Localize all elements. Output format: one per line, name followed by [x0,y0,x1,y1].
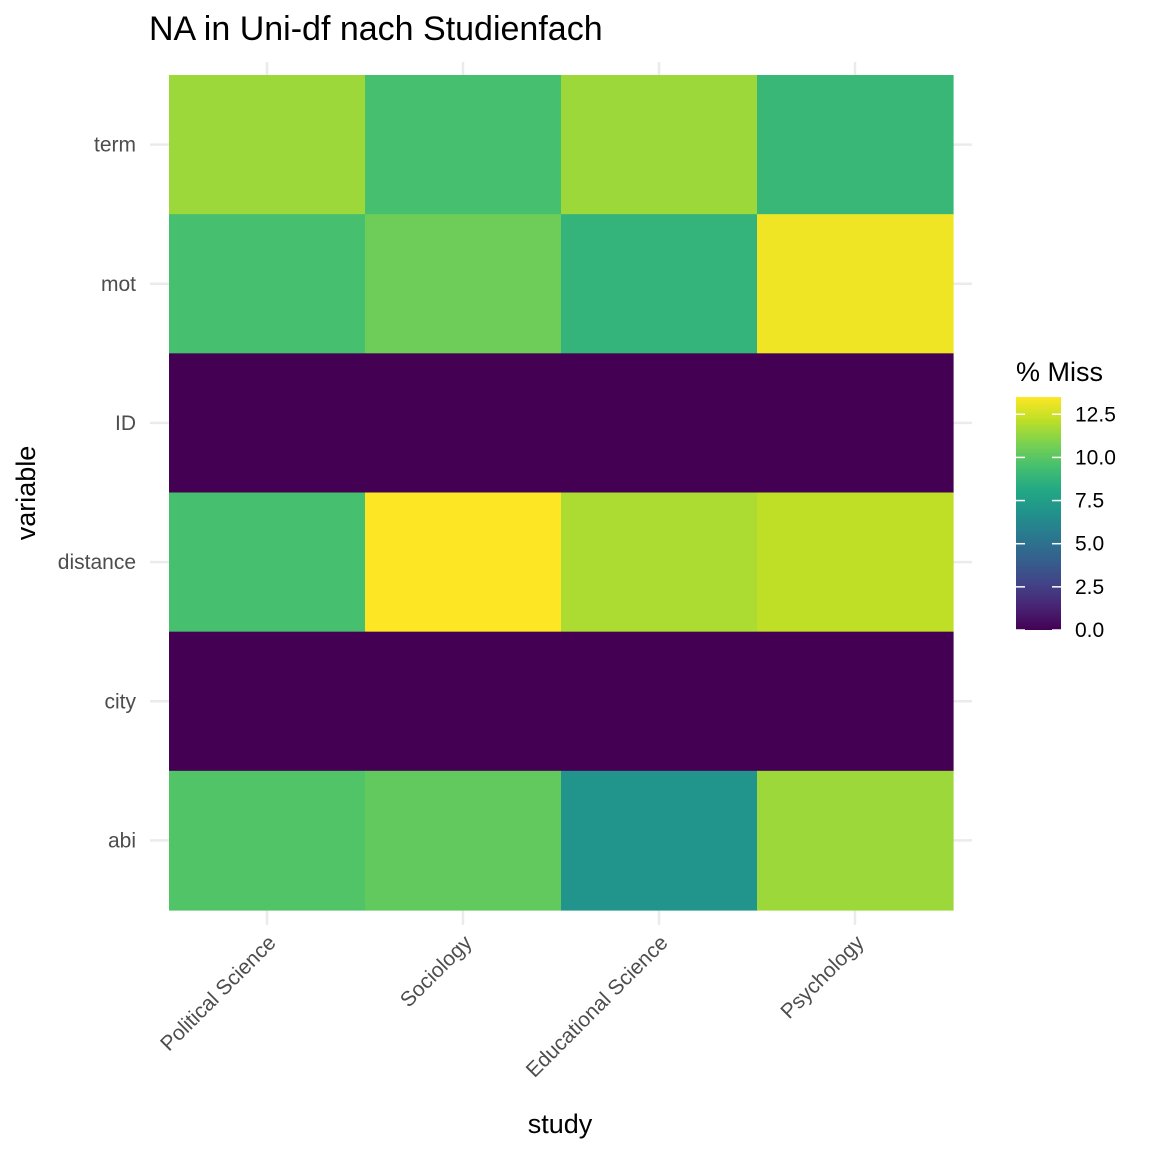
heatmap-cell [169,353,366,494]
heatmap-cell [757,353,954,494]
heatmap-cell [757,214,954,354]
heatmap-cell [561,75,758,215]
legend-tick-label: 5.0 [1075,533,1104,556]
heatmap-cell [365,492,562,633]
heatmap-cell [365,353,562,494]
legend-title: % Miss [1016,357,1103,387]
heatmap-cell [169,770,366,911]
y-axis-title: variable [11,446,41,541]
x-tick-label: Psychology [776,931,869,1024]
y-tick-label: mot [101,273,136,296]
heatmap-cell [757,631,954,772]
heatmap-cell [757,492,954,633]
chart-title: NA in Uni-df nach Studienfach [149,10,603,48]
y-axis-ticks: term mot ID distance city abi [58,134,137,853]
y-tick-label: city [105,690,137,713]
x-tick-label: Sociology [396,931,477,1012]
x-axis-ticks: Political Science Sociology Educational Sc… [156,931,869,1082]
heatmap-cell [169,631,366,772]
x-axis-title: study [528,1109,593,1139]
heatmap-cell [169,492,366,633]
heatmap-cell [561,214,758,354]
legend-tick-label: 0.0 [1075,619,1104,642]
heatmap-cell [561,353,758,494]
heatmap-cell [365,214,562,354]
legend-tick-label: 12.5 [1075,403,1116,426]
x-tick-label: Political Science [156,931,280,1055]
y-tick-label: distance [58,551,136,574]
heatmap-cell [561,631,758,772]
legend-tick-label: 2.5 [1075,576,1104,599]
heatmap-cell [757,75,954,215]
heatmap-cell [365,631,562,772]
heatmap-cell [561,492,758,633]
x-tick-label: Educational Science [522,931,673,1082]
heatmap-cell [365,770,562,911]
heatmap-cell [561,770,758,911]
heatmap-cell [169,75,366,215]
y-tick-label: term [94,134,136,157]
heatmap-cell [169,214,366,354]
legend-ticks: 0.0 2.5 5.0 7.5 10.0 12.5 [1016,403,1116,642]
y-tick-label: abi [108,829,136,852]
heatmap-cells [169,75,954,911]
color-legend: % Miss 0.0 2.5 5.0 7.5 10.0 12.5 [1016,357,1116,642]
legend-colorbar [1016,397,1061,630]
legend-tick-label: 7.5 [1075,490,1104,513]
legend-tick-label: 10.0 [1075,446,1116,469]
heatmap-cell [757,770,954,911]
y-tick-label: ID [115,412,136,435]
heatmap-cell [365,75,562,215]
